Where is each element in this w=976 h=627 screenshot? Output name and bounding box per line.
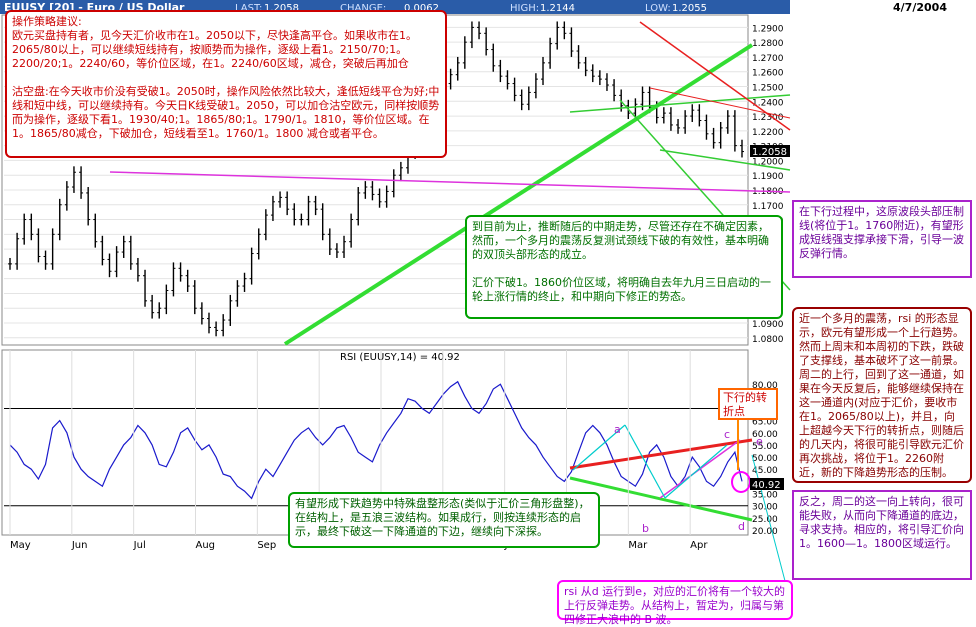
price-tick-label: 1.0800 bbox=[752, 335, 784, 345]
neckline bbox=[109, 171, 791, 193]
rsi-wave-3 bbox=[664, 444, 728, 499]
last-label: LAST: bbox=[235, 3, 262, 14]
rsi-green-line bbox=[569, 476, 753, 522]
last-price-label: 1.2058 bbox=[752, 147, 787, 158]
rsi-tick-label: 50.00 bbox=[752, 454, 778, 464]
rsi-tick-label: 55.00 bbox=[752, 442, 778, 452]
rsi-tick-label: 20.00 bbox=[752, 527, 778, 537]
price-tick-label: 1.2600 bbox=[752, 69, 784, 79]
rsi-annotation-c: c bbox=[724, 428, 730, 441]
month-label: Jul bbox=[133, 540, 146, 551]
price-tick-label: 1.2400 bbox=[752, 98, 784, 108]
last-value: 1.2058 bbox=[264, 3, 299, 14]
rsi-wave-2 bbox=[624, 424, 666, 499]
rsi-annotation-d: d bbox=[738, 520, 745, 533]
high-value: 1.2144 bbox=[540, 3, 575, 14]
midterm-note: 到目前为止，推断随后的中期走势，尽管还存在不确定因素，然而，一个多月的震荡反复测… bbox=[465, 215, 783, 319]
price-tick-label: 1.0900 bbox=[752, 320, 784, 330]
rsi-failure-note: 反之，周二的这一向上转向，很可能失败，从而向下降通道的底边，寻求支持。相应的，将… bbox=[792, 490, 972, 580]
green-channel-top bbox=[569, 94, 791, 113]
rsi-analysis-note: 近一个多月的震荡，rsi 的形态显示，欧元有望形成一个上行趋势。然而上周末和本周… bbox=[792, 307, 972, 483]
rsi-title: RSI (EUUSY,14) = 40.92 bbox=[340, 352, 460, 363]
month-label: Jun bbox=[71, 540, 88, 551]
price-tick-label: 1.2500 bbox=[752, 84, 784, 94]
support-note: 在下行过程中，这原波段头部压制线(将位于1。1760附近)，有望形成短线强支撑承… bbox=[792, 200, 972, 278]
strategy-note: 操作策略建议: 欧元买盘持有者，见今天汇价收市在1。2050以下，尽快逢高平仓。… bbox=[5, 10, 447, 158]
price-tick-label: 1.2900 bbox=[752, 24, 784, 34]
rsi-tick-label: 30.00 bbox=[752, 503, 778, 513]
rsi-tick-label: 60.00 bbox=[752, 430, 778, 440]
rsi-tick-label: 80.00 bbox=[752, 381, 778, 391]
green-channel-bottom bbox=[659, 149, 791, 171]
high-label: HIGH: bbox=[510, 3, 539, 14]
month-label: Aug bbox=[196, 540, 216, 551]
rsi-line bbox=[9, 380, 743, 500]
rsi-annotation-a: a bbox=[614, 423, 621, 436]
rsi-last-label: 40.92 bbox=[752, 480, 781, 491]
price-tick-label: 1.2200 bbox=[752, 128, 784, 138]
rsi-annotation-b: b bbox=[642, 522, 649, 535]
uptrend-line bbox=[283, 43, 754, 346]
price-tick-label: 1.2700 bbox=[752, 54, 784, 64]
low-value: 1.2055 bbox=[672, 3, 707, 14]
month-label: Sep bbox=[257, 540, 276, 551]
rsi-tick-label: 45.00 bbox=[752, 466, 778, 476]
price-tick-label: 1.2800 bbox=[752, 39, 784, 49]
month-axis: MayJunJulAugSepOctNovDecJanFebMarApr bbox=[9, 350, 708, 551]
rsi-tick-label: 35.00 bbox=[752, 491, 778, 501]
rsi-wave-note: rsi 从d 运行到e，对应的汇价将有一个较大的上行反弹走势。从结构上，暂定为，… bbox=[557, 580, 793, 626]
price-tick-label: 1.1900 bbox=[752, 172, 784, 182]
rsi-tick-label: 65.00 bbox=[752, 418, 778, 428]
rsi-wave-1 bbox=[572, 424, 626, 471]
rsi-series bbox=[9, 380, 743, 500]
price-tick-label: 1.2300 bbox=[752, 113, 784, 123]
turn-point-note: 下行的转折点 bbox=[718, 388, 778, 420]
month-label: May bbox=[10, 540, 31, 551]
consolidation-note: 有望形成下跌趋势中特殊盘整形态(类似于汇价三角形盘整)，在结构上，是五浪三波结构… bbox=[288, 492, 600, 548]
change-value: 0.0062 bbox=[404, 3, 439, 14]
price-tick-label: 1.2000 bbox=[752, 157, 784, 167]
change-label: CHANGE: bbox=[340, 3, 386, 14]
month-label: Mar bbox=[628, 540, 648, 551]
rsi-annotation-e: e bbox=[756, 435, 763, 448]
price-tick-label: 1.1700 bbox=[752, 202, 784, 212]
rsi-red-line bbox=[569, 438, 753, 470]
rsi-tick-label: 25.00 bbox=[752, 515, 778, 525]
low-label: LOW: bbox=[645, 3, 671, 14]
red-resistance-line bbox=[649, 87, 791, 119]
chart-date: 4/7/2004 bbox=[893, 1, 947, 14]
rsi-magenta-line bbox=[659, 439, 741, 499]
red-down-line bbox=[639, 21, 791, 131]
month-label: Apr bbox=[690, 540, 708, 551]
